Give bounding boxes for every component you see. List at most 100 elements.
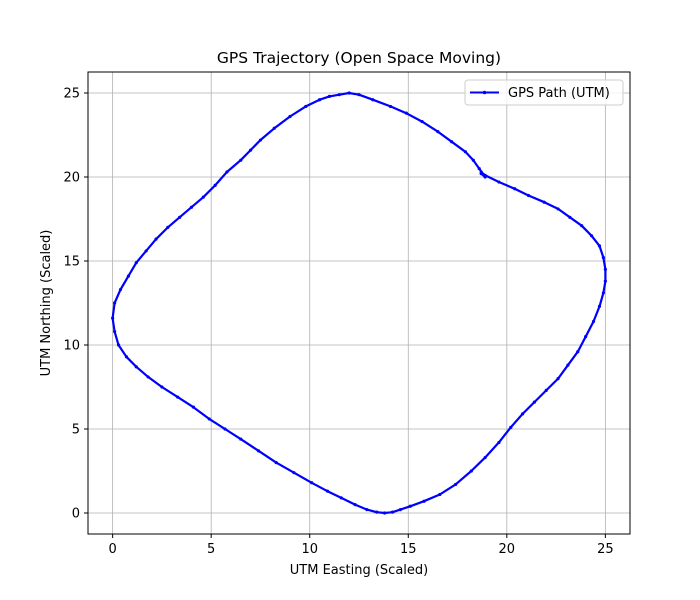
data-point bbox=[353, 503, 357, 507]
data-point bbox=[375, 510, 379, 514]
data-point bbox=[113, 329, 117, 334]
data-point bbox=[113, 301, 117, 305]
data-point bbox=[154, 237, 158, 241]
data-point bbox=[134, 365, 138, 369]
data-point bbox=[258, 138, 263, 142]
data-point bbox=[223, 427, 227, 431]
data-point bbox=[146, 375, 150, 379]
data-point bbox=[568, 215, 572, 219]
data-point bbox=[469, 469, 473, 473]
x-tick-label: 10 bbox=[301, 542, 318, 557]
data-point bbox=[239, 437, 243, 441]
data-point bbox=[544, 388, 548, 392]
y-tick-label: 0 bbox=[72, 507, 80, 522]
plot-frame bbox=[87, 71, 631, 535]
data-point bbox=[134, 261, 138, 265]
data-point bbox=[483, 173, 487, 177]
data-point bbox=[520, 412, 525, 416]
data-point bbox=[542, 200, 546, 204]
data-point bbox=[580, 224, 584, 228]
data-point bbox=[304, 104, 308, 109]
data-point bbox=[601, 291, 605, 295]
data-point bbox=[513, 187, 517, 191]
data-point bbox=[337, 93, 341, 97]
data-point bbox=[292, 471, 296, 475]
series-line-gps-path bbox=[111, 91, 607, 515]
data-point bbox=[207, 417, 211, 421]
data-point bbox=[556, 207, 560, 211]
data-point bbox=[576, 350, 580, 354]
data-point bbox=[256, 449, 261, 453]
data-point bbox=[176, 395, 180, 399]
y-tick-label: 5 bbox=[72, 423, 80, 438]
data-point bbox=[497, 440, 501, 445]
data-point bbox=[189, 205, 194, 209]
data-point bbox=[556, 377, 560, 381]
data-point bbox=[589, 234, 594, 238]
data-point bbox=[526, 193, 531, 198]
data-point bbox=[383, 511, 387, 515]
data-point bbox=[116, 343, 121, 347]
data-point bbox=[365, 508, 369, 512]
data-point bbox=[325, 489, 330, 493]
y-tick-label: 10 bbox=[63, 339, 80, 354]
data-point bbox=[566, 363, 570, 367]
data-point bbox=[339, 496, 343, 500]
data-point bbox=[178, 215, 182, 219]
legend-label: GPS Path (UTM) bbox=[508, 86, 610, 101]
data-point bbox=[126, 274, 131, 278]
plot-area bbox=[111, 91, 607, 515]
data-point bbox=[357, 93, 361, 97]
data-point bbox=[450, 140, 454, 144]
x-tick-label: 0 bbox=[108, 542, 116, 557]
data-point bbox=[225, 170, 229, 174]
data-point bbox=[591, 319, 596, 324]
x-tick-label: 5 bbox=[207, 542, 215, 557]
data-point bbox=[603, 279, 607, 283]
data-point bbox=[532, 400, 537, 404]
data-point bbox=[603, 267, 607, 271]
data-point bbox=[453, 482, 458, 487]
data-point bbox=[438, 492, 442, 497]
data-point bbox=[390, 510, 395, 514]
data-point bbox=[118, 287, 123, 292]
y-tick-label: 25 bbox=[63, 87, 80, 102]
data-point bbox=[239, 158, 243, 162]
x-tick-label: 15 bbox=[400, 542, 417, 557]
y-axis-label: UTM Northing (Scaled) bbox=[39, 230, 54, 377]
data-point bbox=[166, 225, 170, 229]
y-tick-label: 15 bbox=[63, 255, 80, 270]
y-tick-label: 20 bbox=[63, 171, 80, 186]
data-point bbox=[388, 104, 393, 109]
data-point bbox=[347, 91, 351, 95]
data-point bbox=[327, 94, 332, 98]
data-point bbox=[160, 385, 164, 389]
data-point bbox=[483, 455, 487, 460]
data-point bbox=[124, 355, 129, 359]
data-point bbox=[584, 335, 588, 339]
data-point bbox=[408, 504, 412, 508]
data-point bbox=[420, 119, 424, 124]
data-point bbox=[509, 425, 513, 429]
data-point bbox=[201, 195, 205, 199]
data-point bbox=[274, 461, 278, 465]
data-point bbox=[398, 508, 402, 512]
x-tick-label: 25 bbox=[597, 542, 614, 557]
data-point bbox=[477, 167, 481, 171]
data-point bbox=[288, 114, 292, 119]
legend-box bbox=[464, 79, 624, 106]
legend: GPS Path (UTM) bbox=[464, 79, 624, 106]
data-point bbox=[436, 130, 440, 134]
data-point bbox=[471, 158, 475, 162]
data-point bbox=[404, 111, 408, 115]
data-point bbox=[317, 98, 322, 102]
data-point bbox=[497, 180, 501, 184]
data-point bbox=[371, 98, 375, 102]
data-point bbox=[111, 316, 115, 320]
data-point bbox=[479, 170, 483, 174]
data-point bbox=[144, 249, 148, 253]
grid-lines bbox=[88, 72, 630, 534]
data-point bbox=[422, 499, 426, 503]
data-point bbox=[310, 481, 314, 485]
